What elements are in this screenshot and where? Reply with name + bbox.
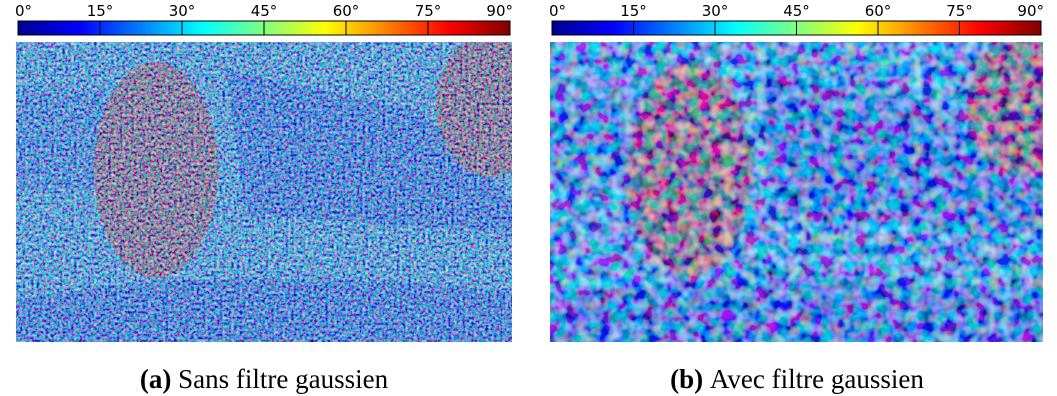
colorbar-tick-label: 30°	[169, 2, 196, 20]
caption-space	[171, 364, 178, 394]
orientation-map	[550, 42, 1043, 342]
caption-label: (b)	[670, 364, 703, 394]
colorbar-tick-label: 75°	[946, 2, 973, 20]
colorbar-tick-label: 15°	[620, 2, 647, 20]
colorbar-tick-label: 90°	[1017, 2, 1044, 20]
caption: (a) Sans filtre gaussien	[140, 364, 389, 394]
caption-label: (a)	[140, 364, 171, 394]
caption: (b) Avec filtre gaussien	[670, 364, 924, 394]
colorbar-tick-label: 60°	[865, 2, 892, 20]
colorbar-tick-label: 75°	[415, 2, 442, 20]
noise	[16, 42, 512, 342]
orientation-map	[16, 42, 512, 342]
caption-text: Avec filtre gaussien	[710, 364, 924, 394]
colorbar-tick-label: 30°	[702, 2, 729, 20]
colorbar-tick-label: 0°	[549, 2, 566, 20]
panel: 0° 15° 30° 45° 60° 75° 90° (b) Avec filtre gaus…	[549, 2, 1044, 394]
caption-text: Sans filtre gaussien	[178, 364, 388, 394]
colorbar-tick-label: 15°	[87, 2, 114, 20]
noise	[550, 42, 1043, 342]
colorbar-tick-label: 90°	[486, 2, 513, 20]
panel: 0° 15° 30° 45° 60° 75° 90° (a) Sans filtre gaus…	[15, 2, 513, 394]
caption-space	[703, 364, 710, 394]
colorbar-tick-label: 45°	[251, 2, 278, 20]
colorbar-tick-label: 45°	[783, 2, 810, 20]
colorbar-tick-label: 60°	[333, 2, 360, 20]
colorbar-tick-label: 0°	[15, 2, 32, 20]
